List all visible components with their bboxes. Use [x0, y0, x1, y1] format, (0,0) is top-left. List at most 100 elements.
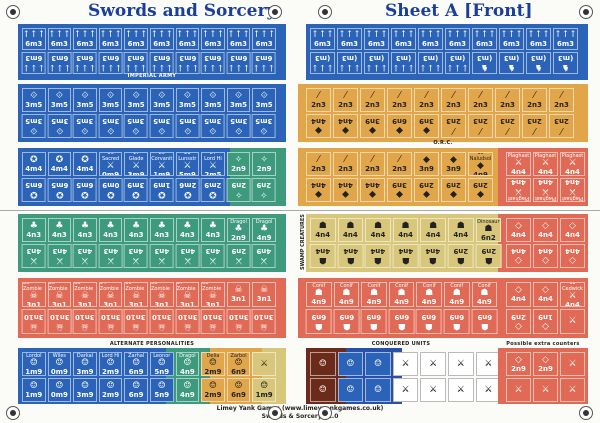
- unit-counter[interactable]: 33 Zombie ☠ 3n1: [73, 282, 97, 307]
- unit-counter[interactable]: ⚔: [420, 352, 446, 376]
- unit-counter[interactable]: ✧ 2n9: [226, 152, 251, 176]
- unit-counter[interactable]: ☺: [337, 352, 364, 376]
- unit-counter[interactable]: ☺: [310, 378, 336, 402]
- unit-counter[interactable]: ↓↓↓ 6m3: [226, 52, 251, 74]
- unit-counter[interactable]: ☗ 4n4: [447, 218, 474, 242]
- unit-counter[interactable]: ♣ 4n3: [22, 218, 46, 242]
- unit-counter[interactable]: ☺ 3m9: [73, 378, 97, 402]
- unit-counter[interactable]: ☺ 1m9: [252, 378, 276, 402]
- unit-counter[interactable]: ↓↓↓ (m3: [418, 52, 443, 74]
- unit-counter[interactable]: ↑↑↑ 6m3: [445, 28, 470, 50]
- unit-counter[interactable]: Dragol ♣ 2n9: [226, 218, 251, 242]
- unit-counter[interactable]: 20 Corvanit ⚔ 1m9: [149, 152, 174, 176]
- unit-counter[interactable]: ☗ 6n9: [443, 309, 470, 334]
- unit-counter[interactable]: Conif ☗ 4n9: [388, 282, 415, 307]
- unit-counter[interactable]: ↑↑↑ 6m3: [310, 28, 335, 50]
- unit-counter[interactable]: ↓↓↓ 6m3: [201, 52, 225, 74]
- unit-counter[interactable]: ↓↓↓ 6m3: [98, 52, 123, 74]
- unit-counter[interactable]: ☗ 6n9: [388, 309, 415, 334]
- unit-counter[interactable]: ♣ 4n3: [73, 218, 97, 242]
- unit-counter[interactable]: ✪ 3m9: [124, 178, 148, 202]
- unit-counter[interactable]: ⚔: [506, 378, 531, 402]
- unit-counter[interactable]: Wiles ☺ 0m9: [47, 352, 72, 376]
- unit-counter[interactable]: 34 Zombie ☠ 3n1: [98, 282, 123, 307]
- unit-counter[interactable]: ⟐ 3m5: [124, 114, 148, 138]
- unit-counter[interactable]: ◆ 4n4: [360, 178, 385, 202]
- unit-counter[interactable]: ⚔: [447, 352, 474, 376]
- unit-counter[interactable]: ◆ 3n9: [441, 152, 466, 176]
- unit-counter[interactable]: ♞ (m3: [499, 52, 524, 74]
- unit-counter[interactable]: ✪ 6m5: [73, 178, 97, 202]
- unit-counter[interactable]: ☺ 4n9: [175, 378, 200, 402]
- unit-counter[interactable]: ☗ 4n4: [310, 244, 336, 268]
- unit-counter[interactable]: ⁄ 2n3: [306, 88, 331, 112]
- unit-counter[interactable]: ⟐ 3m5: [98, 88, 123, 112]
- unit-counter[interactable]: ☺ 2m9: [201, 378, 225, 402]
- unit-counter[interactable]: ⁄ 2n3: [414, 88, 439, 112]
- unit-counter[interactable]: ☗ 4n4: [365, 218, 391, 242]
- unit-counter[interactable]: ◆ 3n9: [387, 178, 412, 202]
- unit-counter[interactable]: ↓↓↓ (m3: [310, 52, 335, 74]
- unit-counter[interactable]: Conif ☗ 4n9: [306, 282, 332, 307]
- unit-counter[interactable]: ◆ 4n4: [306, 178, 331, 202]
- unit-counter[interactable]: ↓↓↓ 6m3: [124, 52, 148, 74]
- unit-counter[interactable]: ☗ 6n9: [471, 309, 498, 334]
- unit-counter[interactable]: ◇ 2n9: [506, 352, 531, 376]
- unit-counter[interactable]: ♣ 4n3: [47, 218, 72, 242]
- unit-counter[interactable]: ⟐ 3m5: [73, 88, 97, 112]
- unit-counter[interactable]: 36 Zombie ☠ 3n1: [149, 282, 174, 307]
- unit-counter[interactable]: ↑↑↑ 6m3: [201, 28, 225, 50]
- unit-counter[interactable]: ☗ 6n9: [333, 309, 360, 334]
- unit-counter[interactable]: 37 Zombie ☠ 3n1: [175, 282, 200, 307]
- unit-counter[interactable]: ⚔ 4n9: [252, 244, 276, 268]
- unit-counter[interactable]: ☠ 3n10: [226, 309, 251, 334]
- unit-counter[interactable]: ◇ 4n4: [506, 282, 531, 307]
- unit-counter[interactable]: ↑↑↑ 6m3: [22, 28, 46, 50]
- unit-counter[interactable]: ↑↑↑ 6m3: [73, 28, 97, 50]
- unit-counter[interactable]: ◆ 4n4: [333, 114, 358, 138]
- unit-counter[interactable]: ⚔: [560, 378, 585, 402]
- unit-counter[interactable]: ✪ 1m9: [149, 178, 174, 202]
- unit-counter[interactable]: ⚔: [252, 352, 276, 376]
- unit-counter[interactable]: ◆ 4n4: [306, 114, 331, 138]
- unit-counter[interactable]: ☠ 3n10: [22, 309, 46, 334]
- unit-counter[interactable]: ⁄ 2n3: [387, 152, 412, 176]
- unit-counter[interactable]: 21 Lunsstr ⚔ 5m9: [175, 152, 200, 176]
- unit-counter[interactable]: Plaghast ⚔ 4n4: [533, 152, 558, 176]
- unit-counter[interactable]: ♣ 4n3: [175, 218, 200, 242]
- unit-counter[interactable]: ↑↑↑ 6m3: [499, 28, 524, 50]
- unit-counter[interactable]: ♞ (m3: [553, 52, 578, 74]
- unit-counter[interactable]: ⟐ 3m5: [124, 88, 148, 112]
- unit-counter[interactable]: ☗ 2n9: [475, 244, 502, 268]
- unit-counter[interactable]: Darkal ☺ 3m9: [73, 352, 97, 376]
- unit-counter[interactable]: ◆ 2n9: [468, 178, 493, 202]
- unit-counter[interactable]: ◇ 4n4: [560, 244, 585, 268]
- unit-counter[interactable]: ⟐ 3m5: [252, 114, 276, 138]
- unit-counter[interactable]: ⟐ 3m5: [201, 88, 225, 112]
- unit-counter[interactable]: ◇ 4n4: [533, 218, 558, 242]
- unit-counter[interactable]: ⚔: [392, 378, 419, 402]
- unit-counter[interactable]: ☗ 2n9: [447, 244, 474, 268]
- unit-counter[interactable]: 06 Sacred ⚔ 0m9: [98, 152, 123, 176]
- unit-counter[interactable]: ⟐ 3m5: [22, 114, 46, 138]
- unit-counter[interactable]: ⚔ 4n3: [98, 244, 123, 268]
- unit-counter[interactable]: ♣ 4n3: [201, 218, 225, 242]
- unit-counter[interactable]: ☺ 1m9: [22, 378, 46, 402]
- unit-counter[interactable]: ⟐ 3m5: [201, 114, 225, 138]
- unit-counter[interactable]: ☗ 4n4: [420, 244, 446, 268]
- unit-counter[interactable]: ☠ 3n10: [201, 309, 225, 334]
- unit-counter[interactable]: ↓↓↓ 6m3: [149, 52, 174, 74]
- unit-counter[interactable]: ⟐ 3m5: [226, 88, 251, 112]
- unit-counter[interactable]: ⚔: [560, 309, 585, 334]
- unit-counter[interactable]: ⚔ 4n3: [201, 244, 225, 268]
- unit-counter[interactable]: ☠ 3n10: [252, 309, 276, 334]
- unit-counter[interactable]: ⟐ 3m5: [149, 88, 174, 112]
- unit-counter[interactable]: Delia ☺ 2m9: [201, 352, 225, 376]
- unit-counter[interactable]: ⟐ 3m5: [22, 88, 46, 112]
- unit-counter[interactable]: ⚔ 2n9: [226, 244, 251, 268]
- unit-counter[interactable]: ↑↑↑ 6m3: [337, 28, 362, 50]
- unit-counter[interactable]: ☗ 4n4: [337, 218, 364, 242]
- unit-counter[interactable]: ♣ 4n3: [124, 218, 148, 242]
- unit-counter[interactable]: ☗ 6n9: [416, 309, 442, 334]
- unit-counter[interactable]: ⁄ 2n3: [360, 88, 385, 112]
